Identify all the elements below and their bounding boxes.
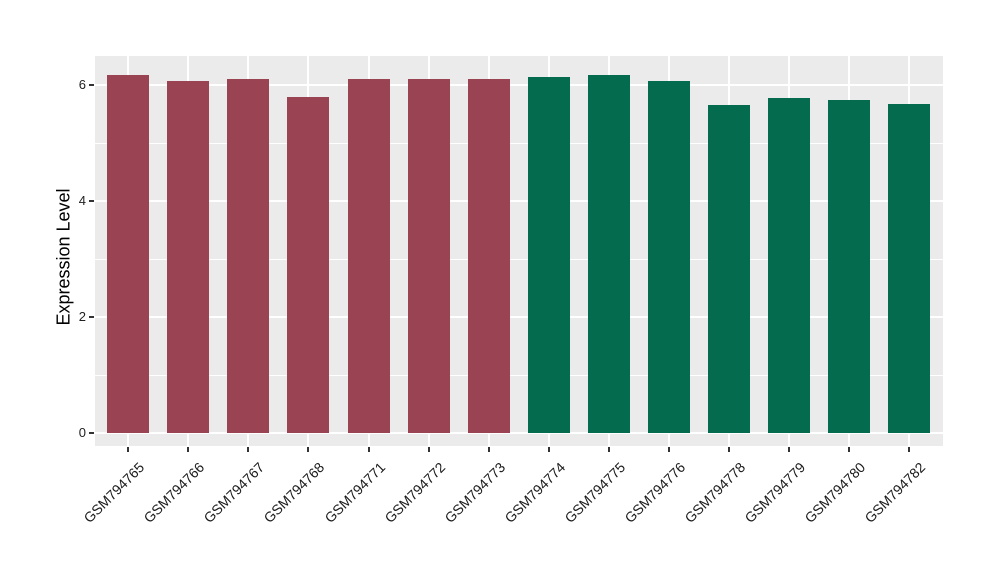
x-tick-mark-GSM794780 bbox=[847, 447, 850, 452]
x-tick-mark-GSM794767 bbox=[247, 447, 250, 452]
y-tick-label-2: 2 bbox=[78, 309, 86, 324]
x-tick-mark-GSM794773 bbox=[487, 447, 490, 452]
bar-GSM794773 bbox=[467, 79, 510, 433]
bar-GSM794768 bbox=[287, 96, 330, 433]
y-tick-label-0: 0 bbox=[78, 425, 86, 440]
gridline-minor-y5 bbox=[95, 143, 943, 144]
x-tick-label-GSM794776: GSM794776 bbox=[621, 459, 689, 526]
x-tick-label-GSM794775: GSM794775 bbox=[561, 459, 629, 526]
x-tick-label-GSM794778: GSM794778 bbox=[681, 459, 749, 526]
bar-GSM794766 bbox=[167, 80, 210, 433]
gridline-major-y2 bbox=[95, 316, 943, 318]
x-tick-mark-GSM794768 bbox=[307, 447, 310, 452]
x-tick-mark-GSM794782 bbox=[907, 447, 910, 452]
x-tick-label-GSM794774: GSM794774 bbox=[501, 459, 568, 526]
x-tick-label-GSM794779: GSM794779 bbox=[741, 459, 809, 526]
bar-GSM794776 bbox=[647, 80, 690, 433]
x-tick-mark-GSM794774 bbox=[547, 447, 550, 452]
y-axis-title: Expression Level bbox=[53, 188, 74, 326]
y-tick-label-4: 4 bbox=[78, 193, 86, 208]
bar-GSM794774 bbox=[527, 76, 570, 433]
bar-GSM794778 bbox=[707, 104, 750, 433]
bar-GSM794775 bbox=[587, 74, 630, 433]
x-tick-mark-GSM794771 bbox=[367, 447, 370, 452]
x-tick-label-GSM794772: GSM794772 bbox=[380, 459, 448, 526]
x-tick-mark-GSM794772 bbox=[427, 447, 430, 452]
x-tick-label-GSM794765: GSM794765 bbox=[80, 459, 148, 526]
plot-panel bbox=[95, 56, 943, 446]
bar-GSM794765 bbox=[107, 74, 150, 433]
x-tick-label-GSM794771: GSM794771 bbox=[320, 459, 388, 526]
x-tick-label-GSM794766: GSM794766 bbox=[140, 459, 208, 526]
y-tick-label-6: 6 bbox=[78, 77, 86, 92]
bar-GSM794782 bbox=[887, 104, 930, 433]
x-tick-mark-GSM794776 bbox=[667, 447, 670, 452]
bar-GSM794780 bbox=[827, 99, 870, 433]
x-tick-label-GSM794773: GSM794773 bbox=[441, 459, 508, 526]
gridline-major-y4 bbox=[95, 200, 943, 202]
x-tick-label-GSM794767: GSM794767 bbox=[200, 459, 268, 526]
x-tick-label-GSM794768: GSM794768 bbox=[260, 459, 328, 526]
gridline-major-y6 bbox=[95, 84, 943, 86]
bar-GSM794772 bbox=[407, 78, 450, 433]
gridline-major-y0 bbox=[95, 432, 943, 434]
y-tick-mark-4 bbox=[89, 200, 94, 202]
x-tick-label-GSM794782: GSM794782 bbox=[861, 459, 929, 526]
bar-GSM794771 bbox=[347, 79, 390, 433]
x-tick-mark-GSM794775 bbox=[607, 447, 610, 452]
y-tick-mark-6 bbox=[89, 84, 94, 86]
y-tick-mark-0 bbox=[89, 432, 94, 434]
x-tick-mark-GSM794765 bbox=[127, 447, 130, 452]
gridline-minor-y3 bbox=[95, 259, 943, 260]
bar-GSM794767 bbox=[227, 79, 270, 433]
x-tick-mark-GSM794778 bbox=[727, 447, 730, 452]
x-tick-mark-GSM794779 bbox=[787, 447, 790, 452]
gridline-minor-y1 bbox=[95, 375, 943, 376]
y-tick-mark-2 bbox=[89, 316, 94, 318]
x-tick-mark-GSM794766 bbox=[187, 447, 190, 452]
x-tick-label-GSM794780: GSM794780 bbox=[801, 459, 869, 526]
bar-GSM794779 bbox=[767, 98, 810, 433]
